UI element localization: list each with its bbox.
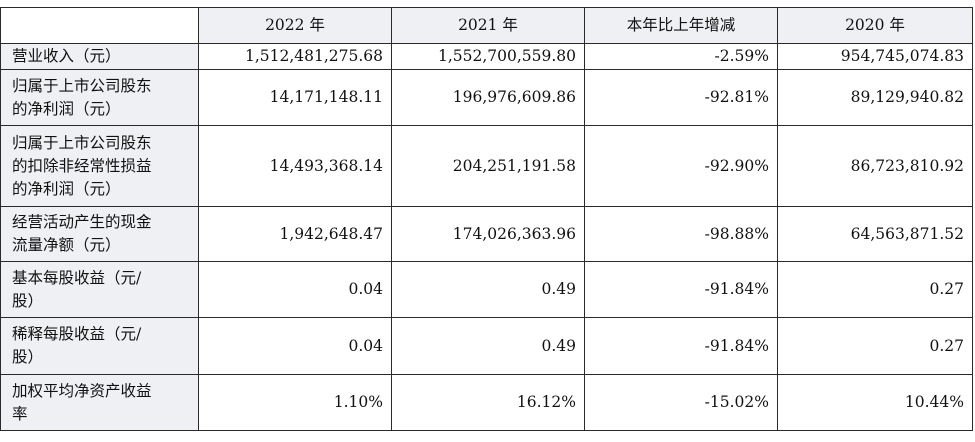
row-label-weighted-roe: 加权平均净资产收益 率 [0, 374, 199, 431]
table-row: 加权平均净资产收益 率 1.10% 16.12% -15.02% 10.44% [0, 374, 973, 431]
row-label-diluted-eps: 稀释每股收益（元/ 股） [0, 317, 199, 375]
row-label-operating-revenue: 营业收入（元） [0, 43, 199, 70]
table-row: 归属于上市公司股东 的扣除非经常性损益 的净利润（元） 14,493,368.1… [0, 125, 973, 207]
row-label-line: 归属于上市公司股东 [12, 133, 152, 152]
cell-2022: 0.04 [198, 317, 392, 375]
table-row: 稀释每股收益（元/ 股） 0.04 0.49 -91.84% 0.27 [0, 317, 973, 375]
row-label-line: 率 [12, 404, 28, 423]
cell-2020: 64,563,871.52 [777, 206, 973, 262]
header-2020: 2020 年 [777, 7, 973, 44]
cell-2022: 1,942,648.47 [198, 206, 392, 262]
cell-2022: 1.10% [198, 374, 392, 431]
row-label-line: 营业收入（元） [12, 47, 121, 65]
header-yoy-change: 本年比上年增减 [584, 7, 778, 44]
cell-yoy-change: -91.84% [584, 317, 778, 375]
row-label-line: 流量净额（元） [12, 236, 121, 254]
row-label-line: 稀释每股收益（元/ [12, 325, 142, 343]
cell-2021: 0.49 [391, 261, 585, 318]
row-label-net-profit-excl-nonrecurring: 归属于上市公司股东 的扣除非经常性损益 的净利润（元） [0, 125, 199, 207]
cell-yoy-change: -92.81% [584, 69, 778, 126]
cell-2021: 1,552,700,559.80 [391, 43, 585, 70]
cell-2022: 14,493,368.14 [198, 125, 392, 207]
cell-2020: 86,723,810.92 [777, 125, 973, 207]
cell-2020: 0.27 [777, 317, 973, 375]
row-label-line: 的净利润（元） [12, 179, 121, 198]
header-row: 2022 年 2021 年 本年比上年增减 2020 年 [0, 7, 973, 44]
table-row: 经营活动产生的现金 流量净额（元） 1,942,648.47 174,026,3… [0, 206, 973, 262]
cell-2021: 174,026,363.96 [391, 206, 585, 262]
cell-2022: 0.04 [198, 261, 392, 318]
header-2021: 2021 年 [391, 7, 585, 44]
header-corner-cell [0, 7, 199, 44]
table-row: 基本每股收益（元/ 股） 0.04 0.49 -91.84% 0.27 [0, 261, 973, 318]
financial-summary-table: 2022 年 2021 年 本年比上年增减 2020 年 营业收入（元） 1,5… [0, 7, 973, 431]
cell-yoy-change: -91.84% [584, 261, 778, 318]
row-label-line: 归属于上市公司股东 [12, 76, 152, 95]
cell-yoy-change: -2.59% [584, 43, 778, 70]
row-label-line: 的净利润（元） [12, 99, 121, 118]
row-label-line: 股） [12, 348, 44, 366]
table-row: 营业收入（元） 1,512,481,275.68 1,552,700,559.8… [0, 43, 973, 70]
cell-2022: 1,512,481,275.68 [198, 43, 392, 70]
row-label-line: 加权平均净资产收益 [12, 381, 152, 400]
row-label-operating-cash-flow: 经营活动产生的现金 流量净额（元） [0, 206, 199, 262]
row-label-line: 的扣除非经常性损益 [12, 156, 152, 175]
row-label-line: 股） [12, 291, 44, 310]
cell-2020: 89,129,940.82 [777, 69, 973, 126]
header-2022: 2022 年 [198, 7, 392, 44]
cell-2021: 16.12% [391, 374, 585, 431]
cell-yoy-change: -15.02% [584, 374, 778, 431]
row-label-line: 经营活动产生的现金 [12, 213, 152, 231]
table-row: 归属于上市公司股东 的净利润（元） 14,171,148.11 196,976,… [0, 69, 973, 126]
cell-2020: 10.44% [777, 374, 973, 431]
cell-yoy-change: -92.90% [584, 125, 778, 207]
cell-2020: 0.27 [777, 261, 973, 318]
cell-2020: 954,745,074.83 [777, 43, 973, 70]
cell-2021: 196,976,609.86 [391, 69, 585, 126]
row-label-net-profit: 归属于上市公司股东 的净利润（元） [0, 69, 199, 126]
cell-2021: 0.49 [391, 317, 585, 375]
cell-2021: 204,251,191.58 [391, 125, 585, 207]
row-label-line: 基本每股收益（元/ [12, 268, 142, 287]
cell-2022: 14,171,148.11 [198, 69, 392, 126]
row-label-basic-eps: 基本每股收益（元/ 股） [0, 261, 199, 318]
cell-yoy-change: -98.88% [584, 206, 778, 262]
